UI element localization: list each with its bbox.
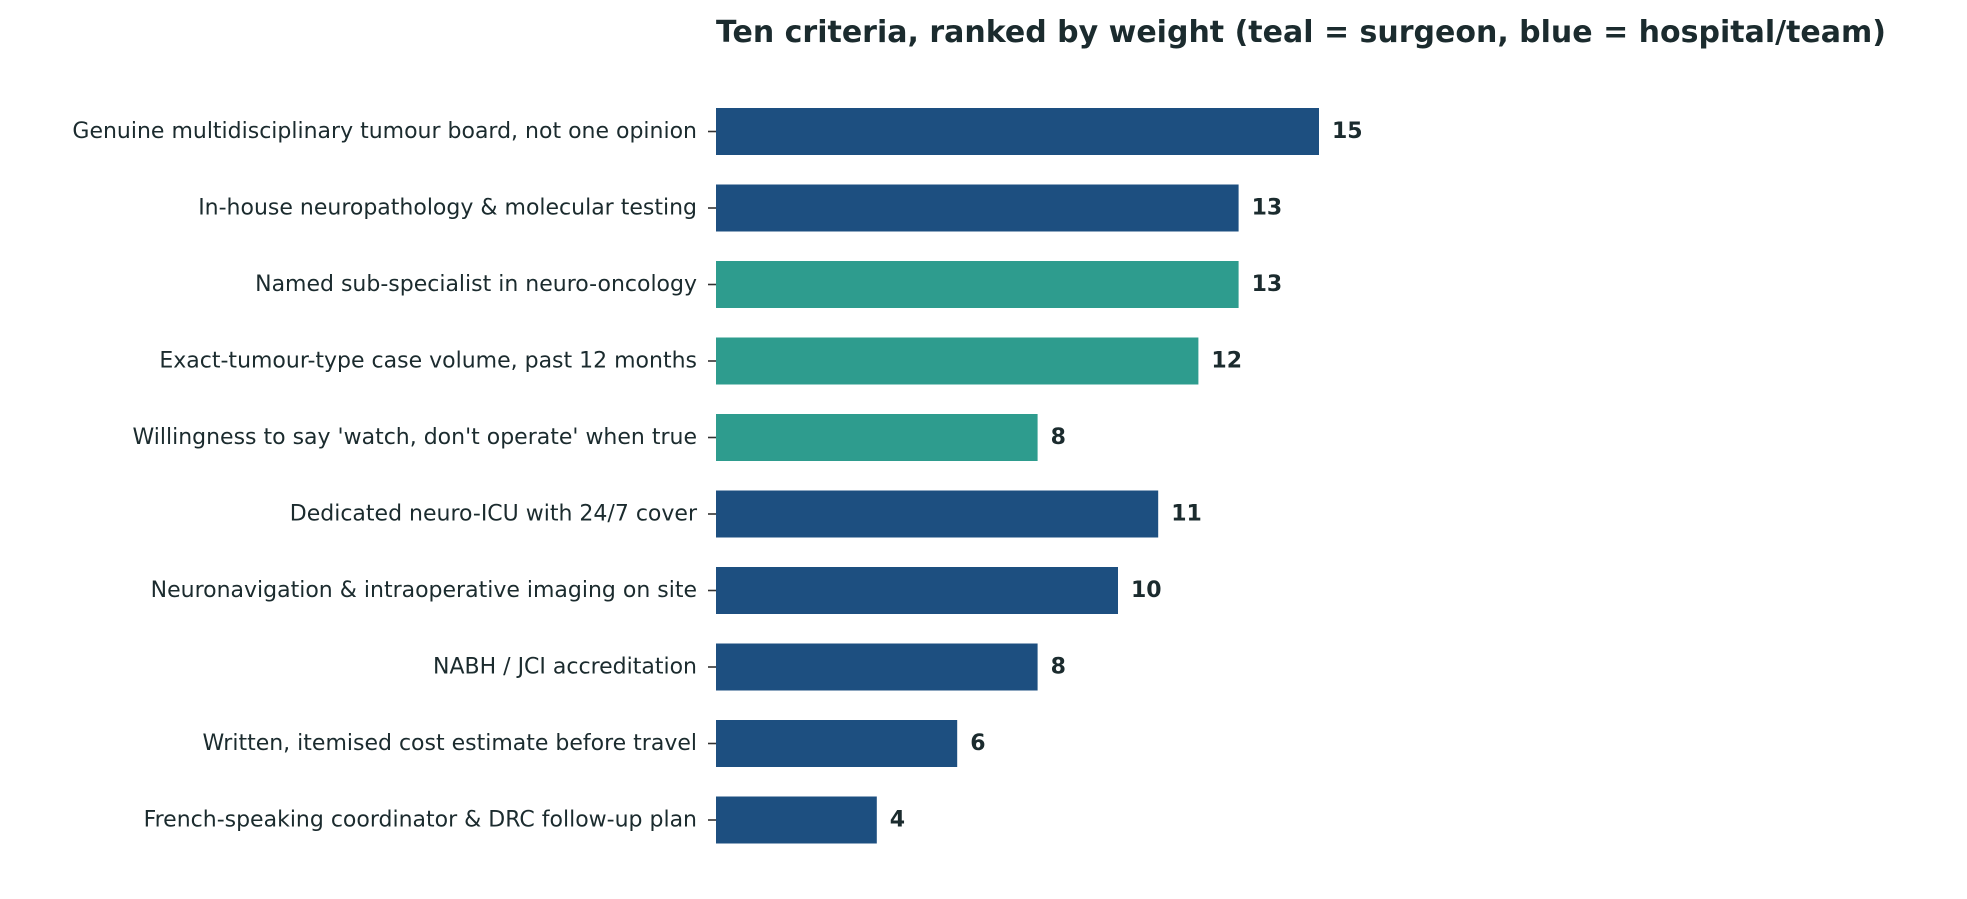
value-label: 10 xyxy=(1131,578,1162,603)
category-labels: Genuine multidisciplinary tumour board, … xyxy=(72,119,698,833)
bar xyxy=(716,261,1239,308)
bar xyxy=(716,796,877,844)
category-label: NABH / JCI accreditation xyxy=(433,655,697,680)
bar xyxy=(716,337,1199,385)
bar xyxy=(716,567,1118,614)
category-label: Dedicated neuro-ICU with 24/7 cover xyxy=(290,502,698,527)
value-label: 4 xyxy=(890,808,905,833)
category-label: Neuronavigation & intraoperative imaging… xyxy=(151,578,697,603)
value-labels: 15 13 13 12 8 11 10 8 6 4 xyxy=(890,119,1363,833)
value-label: 13 xyxy=(1252,272,1283,297)
bar xyxy=(716,643,1038,691)
category-label: French-speaking coordinator & DRC follow… xyxy=(144,808,697,833)
value-label: 8 xyxy=(1051,425,1066,450)
value-label: 12 xyxy=(1211,349,1242,374)
bar xyxy=(716,184,1239,232)
category-label: Willingness to say 'watch, don't operate… xyxy=(132,425,697,450)
category-label: Named sub-specialist in neuro-oncology xyxy=(255,272,697,297)
bar xyxy=(716,108,1319,155)
category-label: Genuine multidisciplinary tumour board, … xyxy=(72,119,697,144)
category-label: Exact-tumour-type case volume, past 12 m… xyxy=(159,349,697,374)
value-label: 11 xyxy=(1171,502,1202,527)
bar xyxy=(716,490,1159,538)
value-label: 8 xyxy=(1051,655,1066,680)
bar xyxy=(716,414,1038,461)
value-label: 15 xyxy=(1332,119,1363,144)
bar xyxy=(716,720,958,767)
y-axis-ticks xyxy=(708,130,716,821)
chart-title: Ten criteria, ranked by weight (teal = s… xyxy=(716,15,1886,50)
bars xyxy=(716,108,1319,844)
value-label: 6 xyxy=(970,731,985,756)
value-label: 13 xyxy=(1252,196,1283,221)
category-label: Written, itemised cost estimate before t… xyxy=(203,731,697,756)
category-label: In-house neuropathology & molecular test… xyxy=(198,196,697,221)
